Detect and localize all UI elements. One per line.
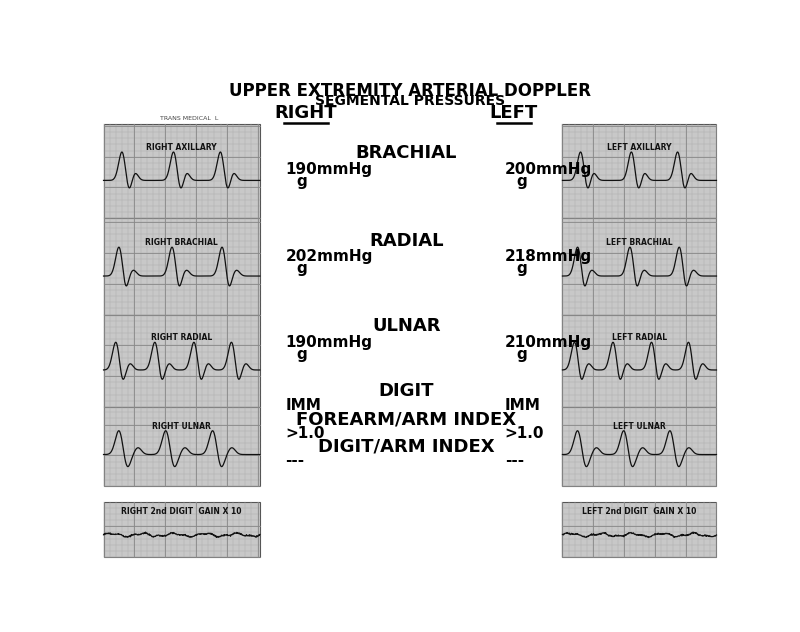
Text: RIGHT AXILLARY: RIGHT AXILLARY xyxy=(146,143,217,152)
Text: LEFT: LEFT xyxy=(490,104,538,122)
Bar xyxy=(103,218,260,315)
Text: g: g xyxy=(516,174,527,190)
Bar xyxy=(103,502,260,557)
Text: LEFT 2nd DIGIT  GAIN X 10: LEFT 2nd DIGIT GAIN X 10 xyxy=(582,507,697,516)
Text: 218mmHg: 218mmHg xyxy=(505,249,592,264)
Text: 210mmHg: 210mmHg xyxy=(505,334,592,349)
Bar xyxy=(562,124,717,218)
Text: SEGMENTAL PRESSURES: SEGMENTAL PRESSURES xyxy=(315,94,505,108)
Bar xyxy=(562,502,717,557)
Text: RIGHT BRACHIAL: RIGHT BRACHIAL xyxy=(146,238,218,247)
Text: >1.0: >1.0 xyxy=(505,426,544,441)
Text: g: g xyxy=(297,174,307,190)
Text: LEFT RADIAL: LEFT RADIAL xyxy=(612,333,667,342)
Text: 190mmHg: 190mmHg xyxy=(286,162,372,177)
Text: FOREARM/ARM INDEX: FOREARM/ARM INDEX xyxy=(296,410,516,428)
Text: 200mmHg: 200mmHg xyxy=(505,162,592,177)
Text: >1.0: >1.0 xyxy=(286,426,325,441)
Bar xyxy=(562,315,717,407)
Text: RIGHT ULNAR: RIGHT ULNAR xyxy=(152,422,211,431)
Text: ---: --- xyxy=(286,453,304,468)
Text: g: g xyxy=(297,347,307,362)
Text: DIGIT/ARM INDEX: DIGIT/ARM INDEX xyxy=(318,438,494,456)
Text: ULNAR: ULNAR xyxy=(372,317,441,335)
Text: LEFT AXILLARY: LEFT AXILLARY xyxy=(607,143,672,152)
Bar xyxy=(562,218,717,315)
Bar xyxy=(562,407,717,486)
Text: UPPER EXTREMITY ARTERIAL DOPPLER: UPPER EXTREMITY ARTERIAL DOPPLER xyxy=(229,82,591,100)
Text: BRACHIAL: BRACHIAL xyxy=(355,143,457,162)
Text: IMM: IMM xyxy=(505,398,541,413)
Text: LEFT ULNAR: LEFT ULNAR xyxy=(613,422,666,431)
Text: TRANS MEDICAL  L: TRANS MEDICAL L xyxy=(160,116,218,121)
Text: g: g xyxy=(516,347,527,362)
Text: ---: --- xyxy=(505,453,524,468)
Text: RADIAL: RADIAL xyxy=(369,232,443,250)
Text: 202mmHg: 202mmHg xyxy=(286,249,373,264)
Bar xyxy=(103,407,260,486)
Text: IMM: IMM xyxy=(286,398,321,413)
Text: DIGIT: DIGIT xyxy=(378,382,434,400)
Text: RIGHT RADIAL: RIGHT RADIAL xyxy=(151,333,212,342)
Bar xyxy=(103,124,260,218)
Text: RIGHT 2nd DIGIT  GAIN X 10: RIGHT 2nd DIGIT GAIN X 10 xyxy=(122,507,242,516)
Text: g: g xyxy=(297,262,307,276)
Text: RIGHT: RIGHT xyxy=(274,104,338,122)
Text: LEFT BRACHIAL: LEFT BRACHIAL xyxy=(606,238,673,247)
Bar xyxy=(103,315,260,407)
Text: 190mmHg: 190mmHg xyxy=(286,334,372,349)
Text: g: g xyxy=(516,262,527,276)
